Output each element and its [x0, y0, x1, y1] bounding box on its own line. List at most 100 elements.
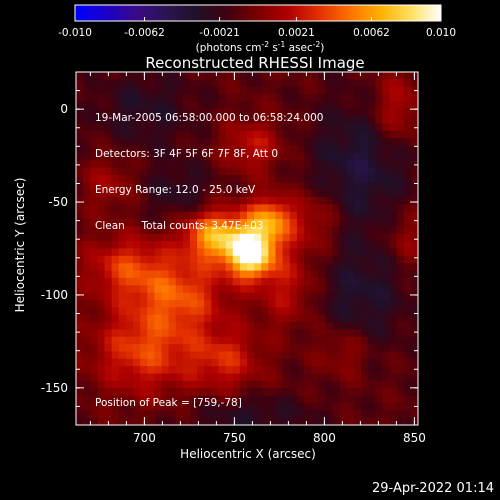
heatmap-cell — [190, 130, 198, 139]
heatmap-cell — [211, 79, 220, 88]
heatmap-cell — [225, 152, 234, 161]
heatmap-cell — [247, 167, 255, 176]
heatmap-cell — [382, 160, 391, 169]
heatmap-cell — [247, 241, 255, 250]
heatmap-cell — [339, 72, 348, 80]
heatmap-cell — [90, 130, 98, 139]
heatmap-cell — [90, 248, 98, 257]
heatmap-cell — [325, 108, 334, 117]
colorbar-gradient — [74, 4, 442, 22]
heatmap-cell — [232, 285, 241, 294]
heatmap-cell — [410, 182, 419, 191]
heatmap-cell — [389, 351, 398, 360]
heatmap-cell — [282, 130, 291, 139]
heatmap-cell — [311, 417, 319, 426]
heatmap-cell — [353, 402, 362, 411]
heatmap-cell — [232, 366, 241, 375]
heatmap-cell — [289, 292, 298, 301]
heatmap-cell — [311, 270, 319, 279]
heatmap-cell — [311, 211, 319, 220]
heatmap-cell — [339, 388, 348, 397]
heatmap-cell — [339, 123, 348, 132]
heatmap-cell — [389, 248, 398, 257]
heatmap-cell — [325, 160, 334, 169]
heatmap-cell — [211, 86, 220, 95]
heatmap-cell — [275, 211, 284, 220]
heatmap-cell — [211, 277, 220, 286]
heatmap-cell — [296, 189, 305, 198]
heatmap-cell — [76, 314, 84, 323]
heatmap-cell — [225, 373, 234, 382]
heatmap-cell — [104, 167, 113, 176]
heatmap-cell — [375, 410, 383, 419]
heatmap-cell — [182, 72, 191, 80]
heatmap-cell — [389, 123, 398, 132]
heatmap-cell — [396, 322, 405, 330]
heatmap-cell — [311, 233, 319, 242]
heatmap-cell — [254, 285, 262, 294]
heatmap-cell — [247, 248, 255, 257]
heatmap-cell — [268, 307, 277, 316]
heatmap-cell — [218, 417, 227, 426]
heatmap-cell — [275, 402, 284, 411]
heatmap-cell — [190, 344, 198, 353]
heatmap-cell — [311, 263, 319, 272]
heatmap-cell — [296, 277, 305, 286]
heatmap-cell — [375, 189, 383, 198]
heatmap-cell — [104, 410, 113, 419]
heatmap-cell — [118, 292, 127, 301]
heatmap-cell — [282, 373, 291, 382]
heatmap-cell — [83, 285, 91, 294]
heatmap-cell — [161, 358, 170, 367]
heatmap-cell — [154, 108, 163, 117]
heatmap-cell — [353, 380, 362, 389]
heatmap-cell — [211, 380, 220, 389]
heatmap-cell — [368, 402, 376, 411]
heatmap-cell — [182, 402, 191, 411]
heatmap-cell — [133, 366, 141, 375]
heatmap-cell — [296, 270, 305, 279]
heatmap-cell — [261, 351, 269, 360]
heatmap-cell — [147, 116, 155, 125]
heatmap-cell — [97, 299, 106, 308]
heatmap-cell — [161, 189, 170, 198]
heatmap-cell — [254, 101, 262, 110]
heatmap-cell — [218, 285, 227, 294]
heatmap-cell — [125, 241, 134, 250]
heatmap-cell — [225, 263, 234, 272]
heatmap-cell — [396, 410, 405, 419]
heatmap-cell — [311, 292, 319, 301]
heatmap-cell — [197, 366, 205, 375]
heatmap-cell — [83, 358, 91, 367]
heatmap-cell — [396, 130, 405, 139]
heatmap-cell — [168, 329, 177, 338]
heatmap-cell — [140, 395, 148, 404]
heatmap-cell — [254, 292, 262, 301]
heatmap-cell — [133, 336, 141, 345]
heatmap-cell — [239, 211, 248, 220]
heatmap-cell — [197, 226, 205, 235]
heatmap-cell — [332, 182, 341, 191]
heatmap-cell — [168, 307, 177, 316]
heatmap-cell — [175, 285, 184, 294]
heatmap-cell — [311, 314, 319, 323]
heatmap-cell — [168, 211, 177, 220]
heatmap-cell — [140, 402, 148, 411]
heatmap-cell — [175, 336, 184, 345]
heatmap-cell — [289, 101, 298, 110]
heatmap-cell — [325, 197, 334, 205]
heatmap-cell — [304, 152, 312, 161]
heatmap-cell — [225, 329, 234, 338]
heatmap-cell — [133, 138, 141, 147]
heatmap-cell — [318, 174, 326, 183]
heatmap-cell — [275, 241, 284, 250]
heatmap-cell — [111, 204, 120, 213]
heatmap-cell — [311, 79, 319, 88]
heatmap-cell — [133, 344, 141, 353]
heatmap-cell — [211, 241, 220, 250]
heatmap-cell — [389, 197, 398, 205]
heatmap-cell — [346, 351, 355, 360]
heatmap-cell — [268, 138, 277, 147]
heatmap-cell — [346, 299, 355, 308]
heatmap-cell — [111, 307, 120, 316]
